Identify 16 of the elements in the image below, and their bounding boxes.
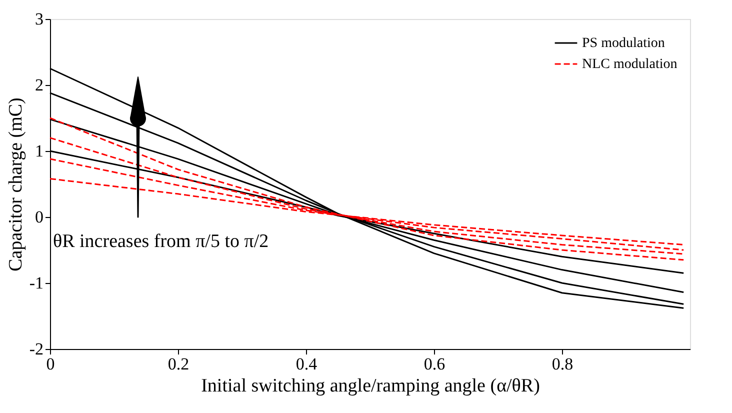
x-tick-label: 0.6 bbox=[424, 354, 446, 374]
x-axis-title: Initial switching angle/ramping angle (α/θR) bbox=[201, 376, 540, 396]
y-tick-label: 0 bbox=[35, 208, 44, 226]
x-tick-label: 0.2 bbox=[168, 354, 190, 374]
y-tick-label: 3 bbox=[35, 10, 44, 28]
legend-label: PS modulation bbox=[582, 36, 665, 51]
y-tick-label: 2 bbox=[35, 76, 44, 94]
y-tick-label: -2 bbox=[29, 340, 44, 358]
x-tick-label: 0.4 bbox=[296, 354, 318, 374]
x-tick-label: 0.8 bbox=[552, 354, 574, 374]
y-tick-label: 1 bbox=[35, 142, 44, 160]
annotation: θR increases from π/5 to π/2 bbox=[53, 231, 269, 252]
legend-label: NLC modulation bbox=[582, 57, 678, 72]
line-series bbox=[49, 117, 684, 261]
y-tick-label: -1 bbox=[29, 274, 44, 292]
y-axis-title: Capacitor charge (mC) bbox=[5, 98, 26, 272]
